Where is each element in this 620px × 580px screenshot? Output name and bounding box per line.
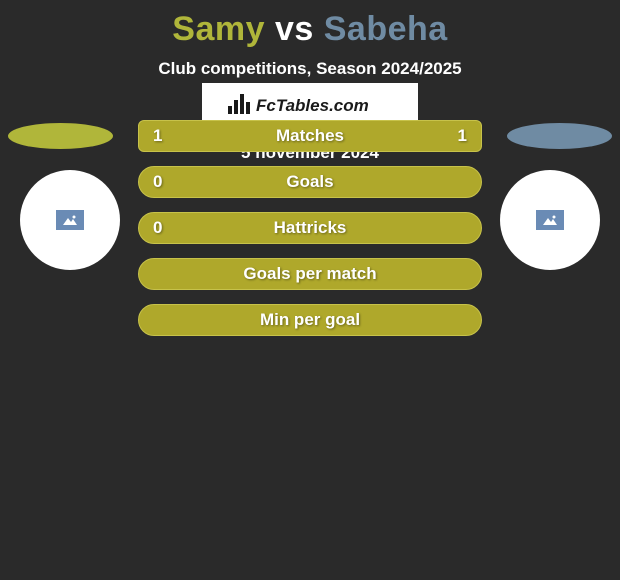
stat-label: Matches	[276, 126, 344, 146]
left-accent-ellipse	[8, 123, 113, 149]
stat-label: Goals	[286, 172, 333, 192]
stat-label: Min per goal	[260, 310, 360, 330]
right-player-avatar	[500, 170, 600, 270]
stat-row: Goals per match	[138, 258, 482, 290]
subtitle: Club competitions, Season 2024/2025	[0, 59, 620, 79]
stat-value-left: 1	[153, 126, 162, 146]
stat-label: Hattricks	[274, 218, 347, 238]
stat-value-right: 1	[458, 126, 467, 146]
stat-value-left: 0	[153, 218, 162, 238]
stat-row: Min per goal	[138, 304, 482, 336]
stats-table: Matches 1 1 Goals 0 Hattricks 0 Goals per match…	[138, 120, 482, 350]
right-accent-ellipse	[507, 123, 612, 149]
brand-logo-icon: FcTables.com	[220, 90, 400, 120]
placeholder-image-icon	[536, 210, 564, 230]
title-left: Samy	[172, 10, 265, 48]
brand-text: FcTables.com	[256, 96, 369, 115]
title-right: Sabeha	[324, 10, 448, 48]
left-player-avatar	[20, 170, 120, 270]
placeholder-image-icon	[56, 210, 84, 230]
stat-row: Hattricks 0	[138, 212, 482, 244]
stat-row: Matches 1 1	[138, 120, 482, 152]
stat-row: Goals 0	[138, 166, 482, 198]
stat-label: Goals per match	[243, 264, 376, 284]
stat-value-left: 0	[153, 172, 162, 192]
comparison-card: Samy vs Sabeha Club competitions, Season…	[0, 0, 620, 450]
title-vs: vs	[275, 10, 314, 48]
page-title: Samy vs Sabeha	[0, 0, 620, 49]
